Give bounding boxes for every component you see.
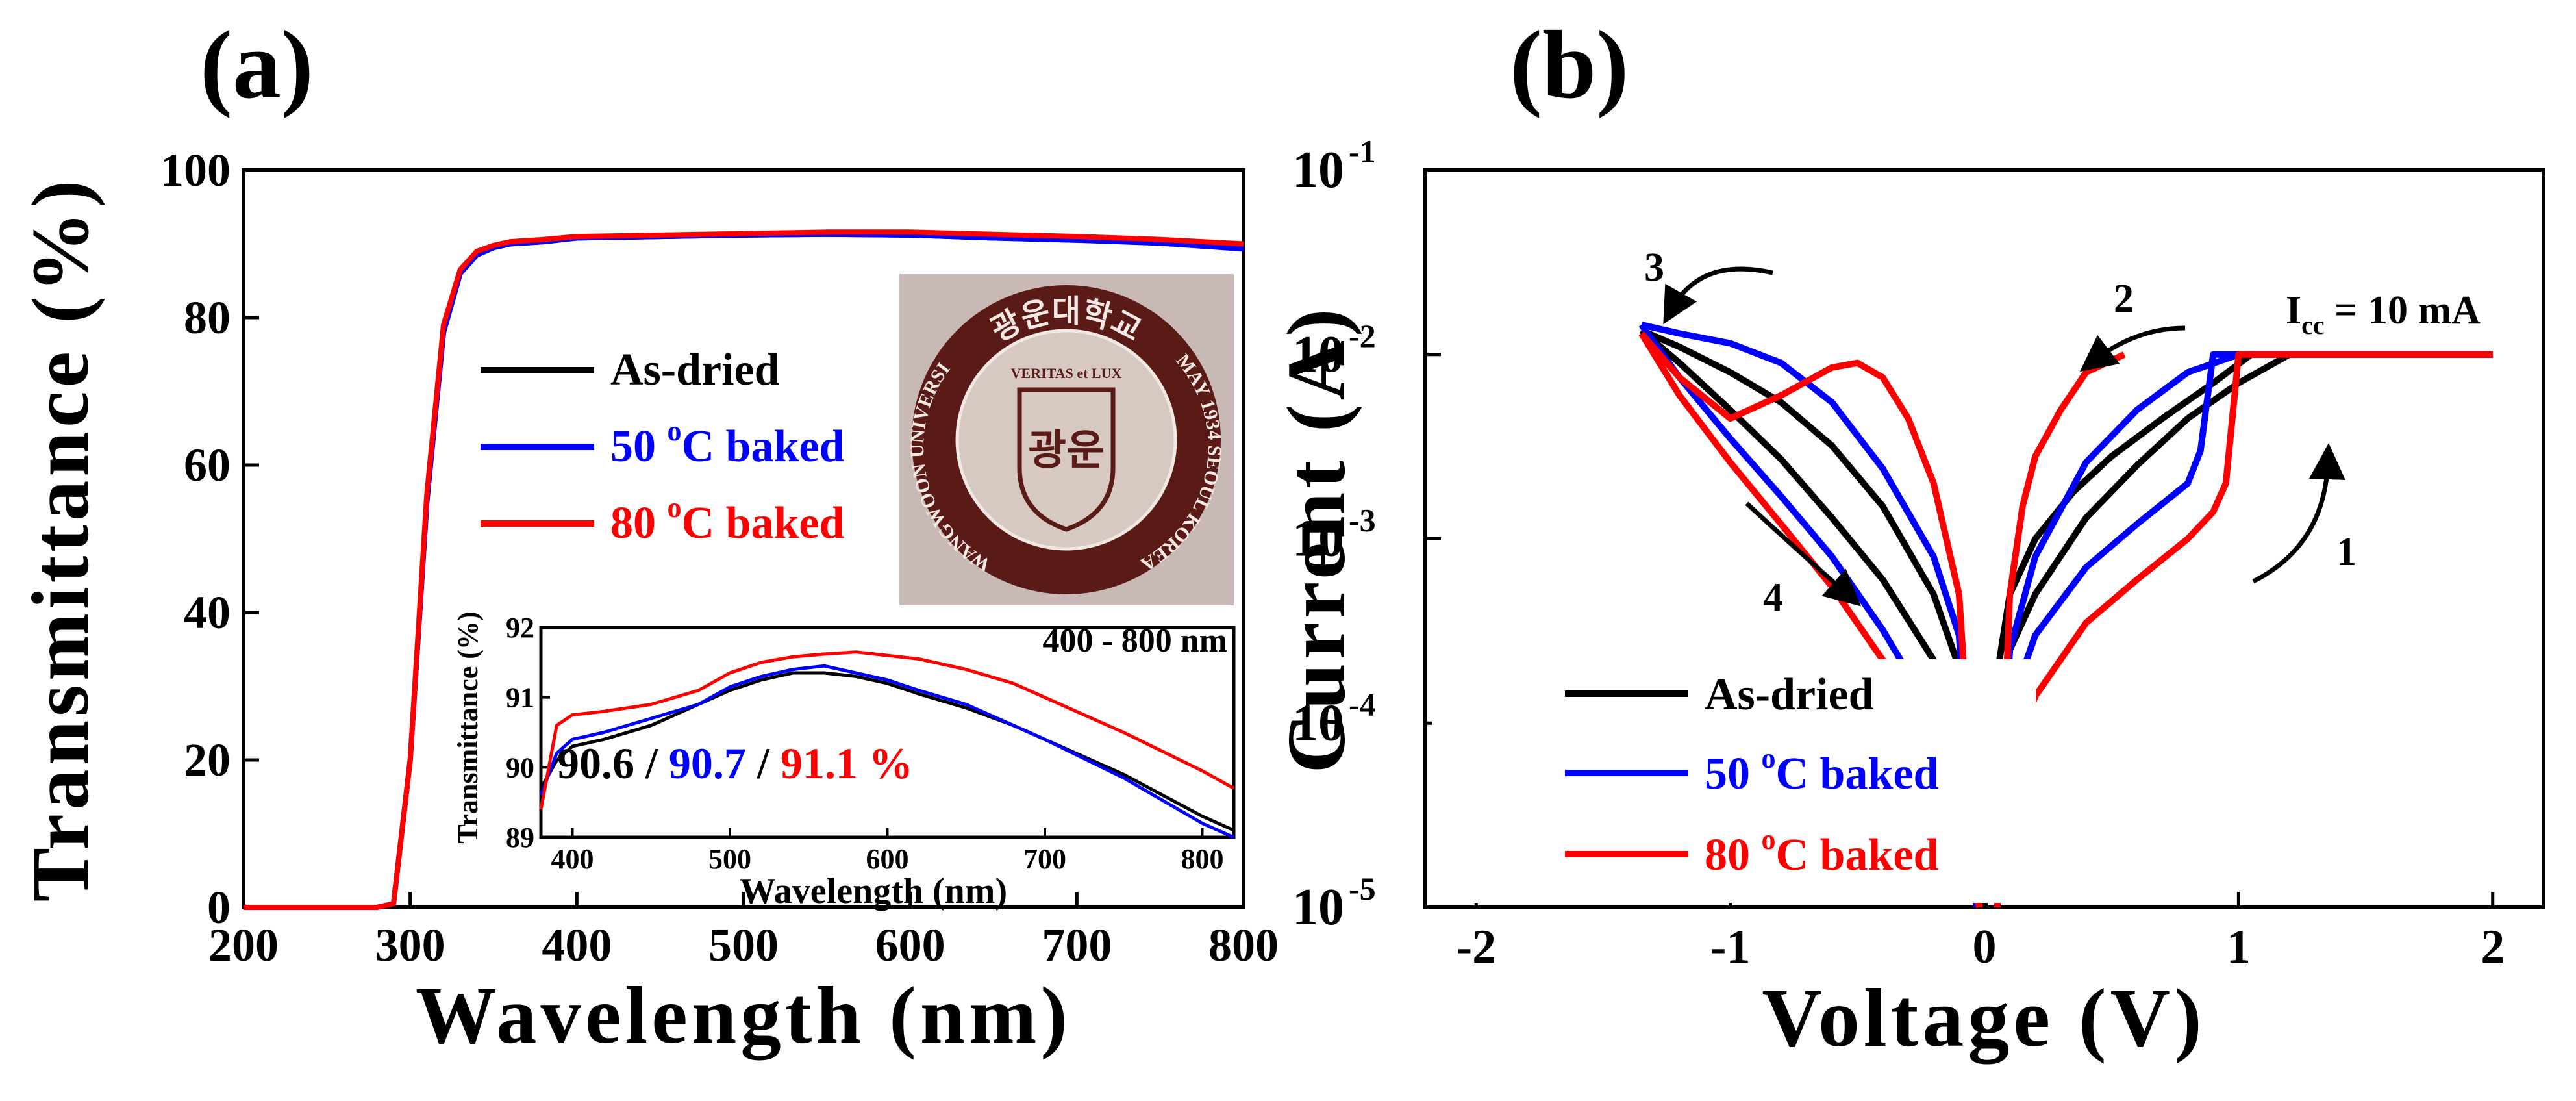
inset-series-line-50-c-baked bbox=[539, 664, 1235, 839]
legend-a: As-dried 50 oC baked 80 oC baked bbox=[481, 345, 844, 548]
series-lines-a bbox=[244, 229, 1244, 910]
inset-y-tick-label: 89 bbox=[506, 822, 534, 854]
y-axis-label-b: Current (A) bbox=[1270, 305, 1362, 773]
y-axis-ticks-a: 0 20 40 60 80 100 bbox=[160, 144, 259, 933]
x-axis-ticks-a: 200 300 400 500 600 700 800 bbox=[208, 892, 1279, 971]
legend-b-background bbox=[1432, 659, 2036, 903]
legend-b-label-50c: 50 oC baked bbox=[1705, 742, 1938, 799]
y-tick-exponent-b: -2 bbox=[1349, 318, 1376, 354]
y-tick-label-a: 100 bbox=[160, 144, 231, 196]
sweep-arrow-2 bbox=[2079, 325, 2186, 372]
sweep-label-4: 4 bbox=[1763, 576, 1783, 620]
seal-motto: VERITAS et LUX bbox=[1011, 365, 1122, 381]
inset-average-label: 90.6 / 90.7 / 91.1 % bbox=[557, 739, 913, 788]
y-tick-label-b: 10 bbox=[1292, 142, 1344, 199]
legend-b-label-80c: 80 oC baked bbox=[1705, 824, 1938, 880]
inset-frame bbox=[539, 626, 1236, 839]
y-tick-label-a: 40 bbox=[184, 587, 231, 639]
x-axis-label-a: Wavelength (nm) bbox=[416, 971, 1071, 1061]
y-tick-exponent-b: -1 bbox=[1349, 133, 1376, 170]
panel-b: (b) -2 -1 0 1 2 10-510-410-310-210-1 Voltage… bbox=[1270, 11, 2545, 1064]
inset-y-ticks: 89 90 91 92 bbox=[506, 612, 550, 854]
y-tick-exponent-b: -3 bbox=[1349, 502, 1376, 538]
panel-label-b: (b) bbox=[1510, 11, 1629, 119]
x-tick-label-a: 600 bbox=[875, 919, 945, 971]
x-tick-label-a: 300 bbox=[375, 919, 445, 971]
y-tick-label-a: 20 bbox=[184, 734, 231, 786]
seal-center-text: 광운 bbox=[1028, 427, 1105, 474]
x-axis-ticks-b: -2 -1 0 1 2 bbox=[1456, 892, 2505, 974]
y-tick-label-b: 10 bbox=[1292, 511, 1344, 568]
x-axis-label-b: Voltage (V) bbox=[1762, 972, 2205, 1064]
y-axis-label-a: Transmittance (%) bbox=[16, 177, 106, 902]
x-tick-label-b: 1 bbox=[2227, 920, 2251, 974]
inset-series-lines bbox=[539, 650, 1235, 839]
inset-x-tick-label: 800 bbox=[1181, 843, 1224, 875]
iv-curve-50-c-baked bbox=[1640, 322, 1981, 908]
iv-curve-as-dried bbox=[1981, 351, 2493, 908]
seal-inner-disc bbox=[955, 329, 1177, 551]
y-tick-label-b: 10 bbox=[1292, 326, 1344, 383]
inset-y-label: Transmittance (%) bbox=[452, 611, 484, 843]
y-tick-label-a: 60 bbox=[184, 439, 231, 491]
inset-x-ticks: 400 500 600 700 800 bbox=[551, 828, 1224, 875]
iv-curve-80-c-baked bbox=[1994, 351, 2493, 908]
y-tick-label-a: 80 bbox=[184, 292, 231, 344]
inset-x-label: Wavelength (nm) bbox=[740, 871, 1007, 911]
legend-b-label-as-dried: As-dried bbox=[1705, 670, 1874, 720]
x-tick-label-b: 2 bbox=[2481, 920, 2505, 974]
x-tick-label-a: 400 bbox=[542, 919, 612, 971]
panel-label-a: (a) bbox=[200, 11, 314, 119]
y-tick-label-a: 0 bbox=[207, 881, 231, 933]
legend-b: As-dried 50 oC baked 80 oC baked bbox=[1432, 659, 2036, 903]
x-tick-label-a: 800 bbox=[1208, 919, 1279, 971]
seal-left-text: KWANGWOON UNIVERSITY bbox=[0, 0, 994, 576]
inset-x-tick-label: 400 bbox=[551, 843, 594, 875]
iv-curve-as-dried bbox=[1640, 327, 1983, 908]
legend-label-50c: 50 oC baked bbox=[610, 415, 844, 472]
sweep-arrow-3 bbox=[1663, 266, 1773, 325]
y-tick-exponent-b: -4 bbox=[1349, 686, 1376, 722]
iv-curve-50-c-baked bbox=[1994, 351, 2493, 908]
sweep-label-3: 3 bbox=[1644, 246, 1664, 290]
y-tick-label-b: 10 bbox=[1292, 879, 1344, 936]
iv-curve-80-c-baked bbox=[1994, 351, 2126, 908]
inset-chart: 400 500 600 700 800 89 90 91 92 Wavelength (nm)… bbox=[452, 611, 1236, 911]
x-tick-label-b: -1 bbox=[1710, 920, 1751, 974]
x-tick-label-a: 700 bbox=[1042, 919, 1112, 971]
sweep-arrow-1 bbox=[2252, 443, 2345, 584]
inset-x-tick-label: 700 bbox=[1023, 843, 1066, 875]
sweep-label-1: 1 bbox=[2336, 530, 2357, 574]
sweep-label-2: 2 bbox=[2114, 277, 2134, 321]
x-tick-label-a: 200 bbox=[208, 919, 279, 971]
y-axis-ticks-b: 10-510-410-310-210-1 bbox=[1292, 133, 1441, 936]
y-tick-label-b: 10 bbox=[1292, 694, 1344, 752]
x-tick-label-a: 500 bbox=[708, 919, 779, 971]
inset-x-tick-label: 600 bbox=[866, 843, 909, 875]
y-tick-exponent-b: -5 bbox=[1349, 870, 1376, 907]
sweep-arrow-4 bbox=[1745, 501, 1861, 607]
inset-y-tick-label: 91 bbox=[506, 682, 534, 714]
seal-shield bbox=[1017, 387, 1116, 532]
legend-label-as-dried: As-dried bbox=[610, 345, 780, 395]
series-line-a-80-c-baked bbox=[244, 229, 1244, 910]
iv-curve-80-c-baked bbox=[1638, 331, 1983, 908]
panel-a: (a) 200 300 400 500 600 700 800 0 20 40 60 80 100 W… bbox=[0, 0, 1279, 1061]
inset-x-tick-label: 500 bbox=[708, 843, 751, 875]
inset-range-label: 400 - 800 nm bbox=[1042, 622, 1227, 659]
inset-y-tick-label: 92 bbox=[506, 612, 534, 644]
legend-label-80c: 80 oC baked bbox=[610, 492, 844, 548]
compliance-label: Icc = 10 mA bbox=[2286, 288, 2481, 340]
x-tick-label-b: 0 bbox=[1973, 920, 1997, 974]
x-tick-label-b: -2 bbox=[1456, 920, 1496, 974]
inset-series-line-80-c-baked bbox=[539, 650, 1235, 810]
inset-y-tick-label: 90 bbox=[506, 752, 534, 783]
